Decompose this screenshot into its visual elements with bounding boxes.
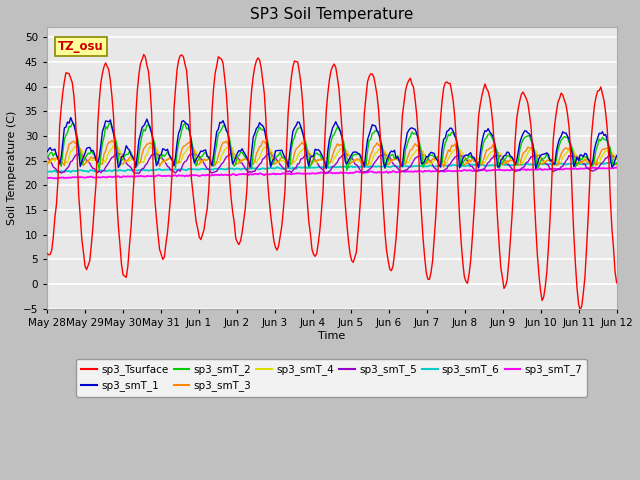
- Y-axis label: Soil Temperature (C): Soil Temperature (C): [7, 111, 17, 225]
- Legend: sp3_Tsurface, sp3_smT_1, sp3_smT_2, sp3_smT_3, sp3_smT_4, sp3_smT_5, sp3_smT_6, : sp3_Tsurface, sp3_smT_1, sp3_smT_2, sp3_…: [76, 359, 588, 396]
- Text: TZ_osu: TZ_osu: [58, 40, 104, 53]
- Title: SP3 Soil Temperature: SP3 Soil Temperature: [250, 7, 413, 22]
- X-axis label: Time: Time: [318, 331, 346, 341]
